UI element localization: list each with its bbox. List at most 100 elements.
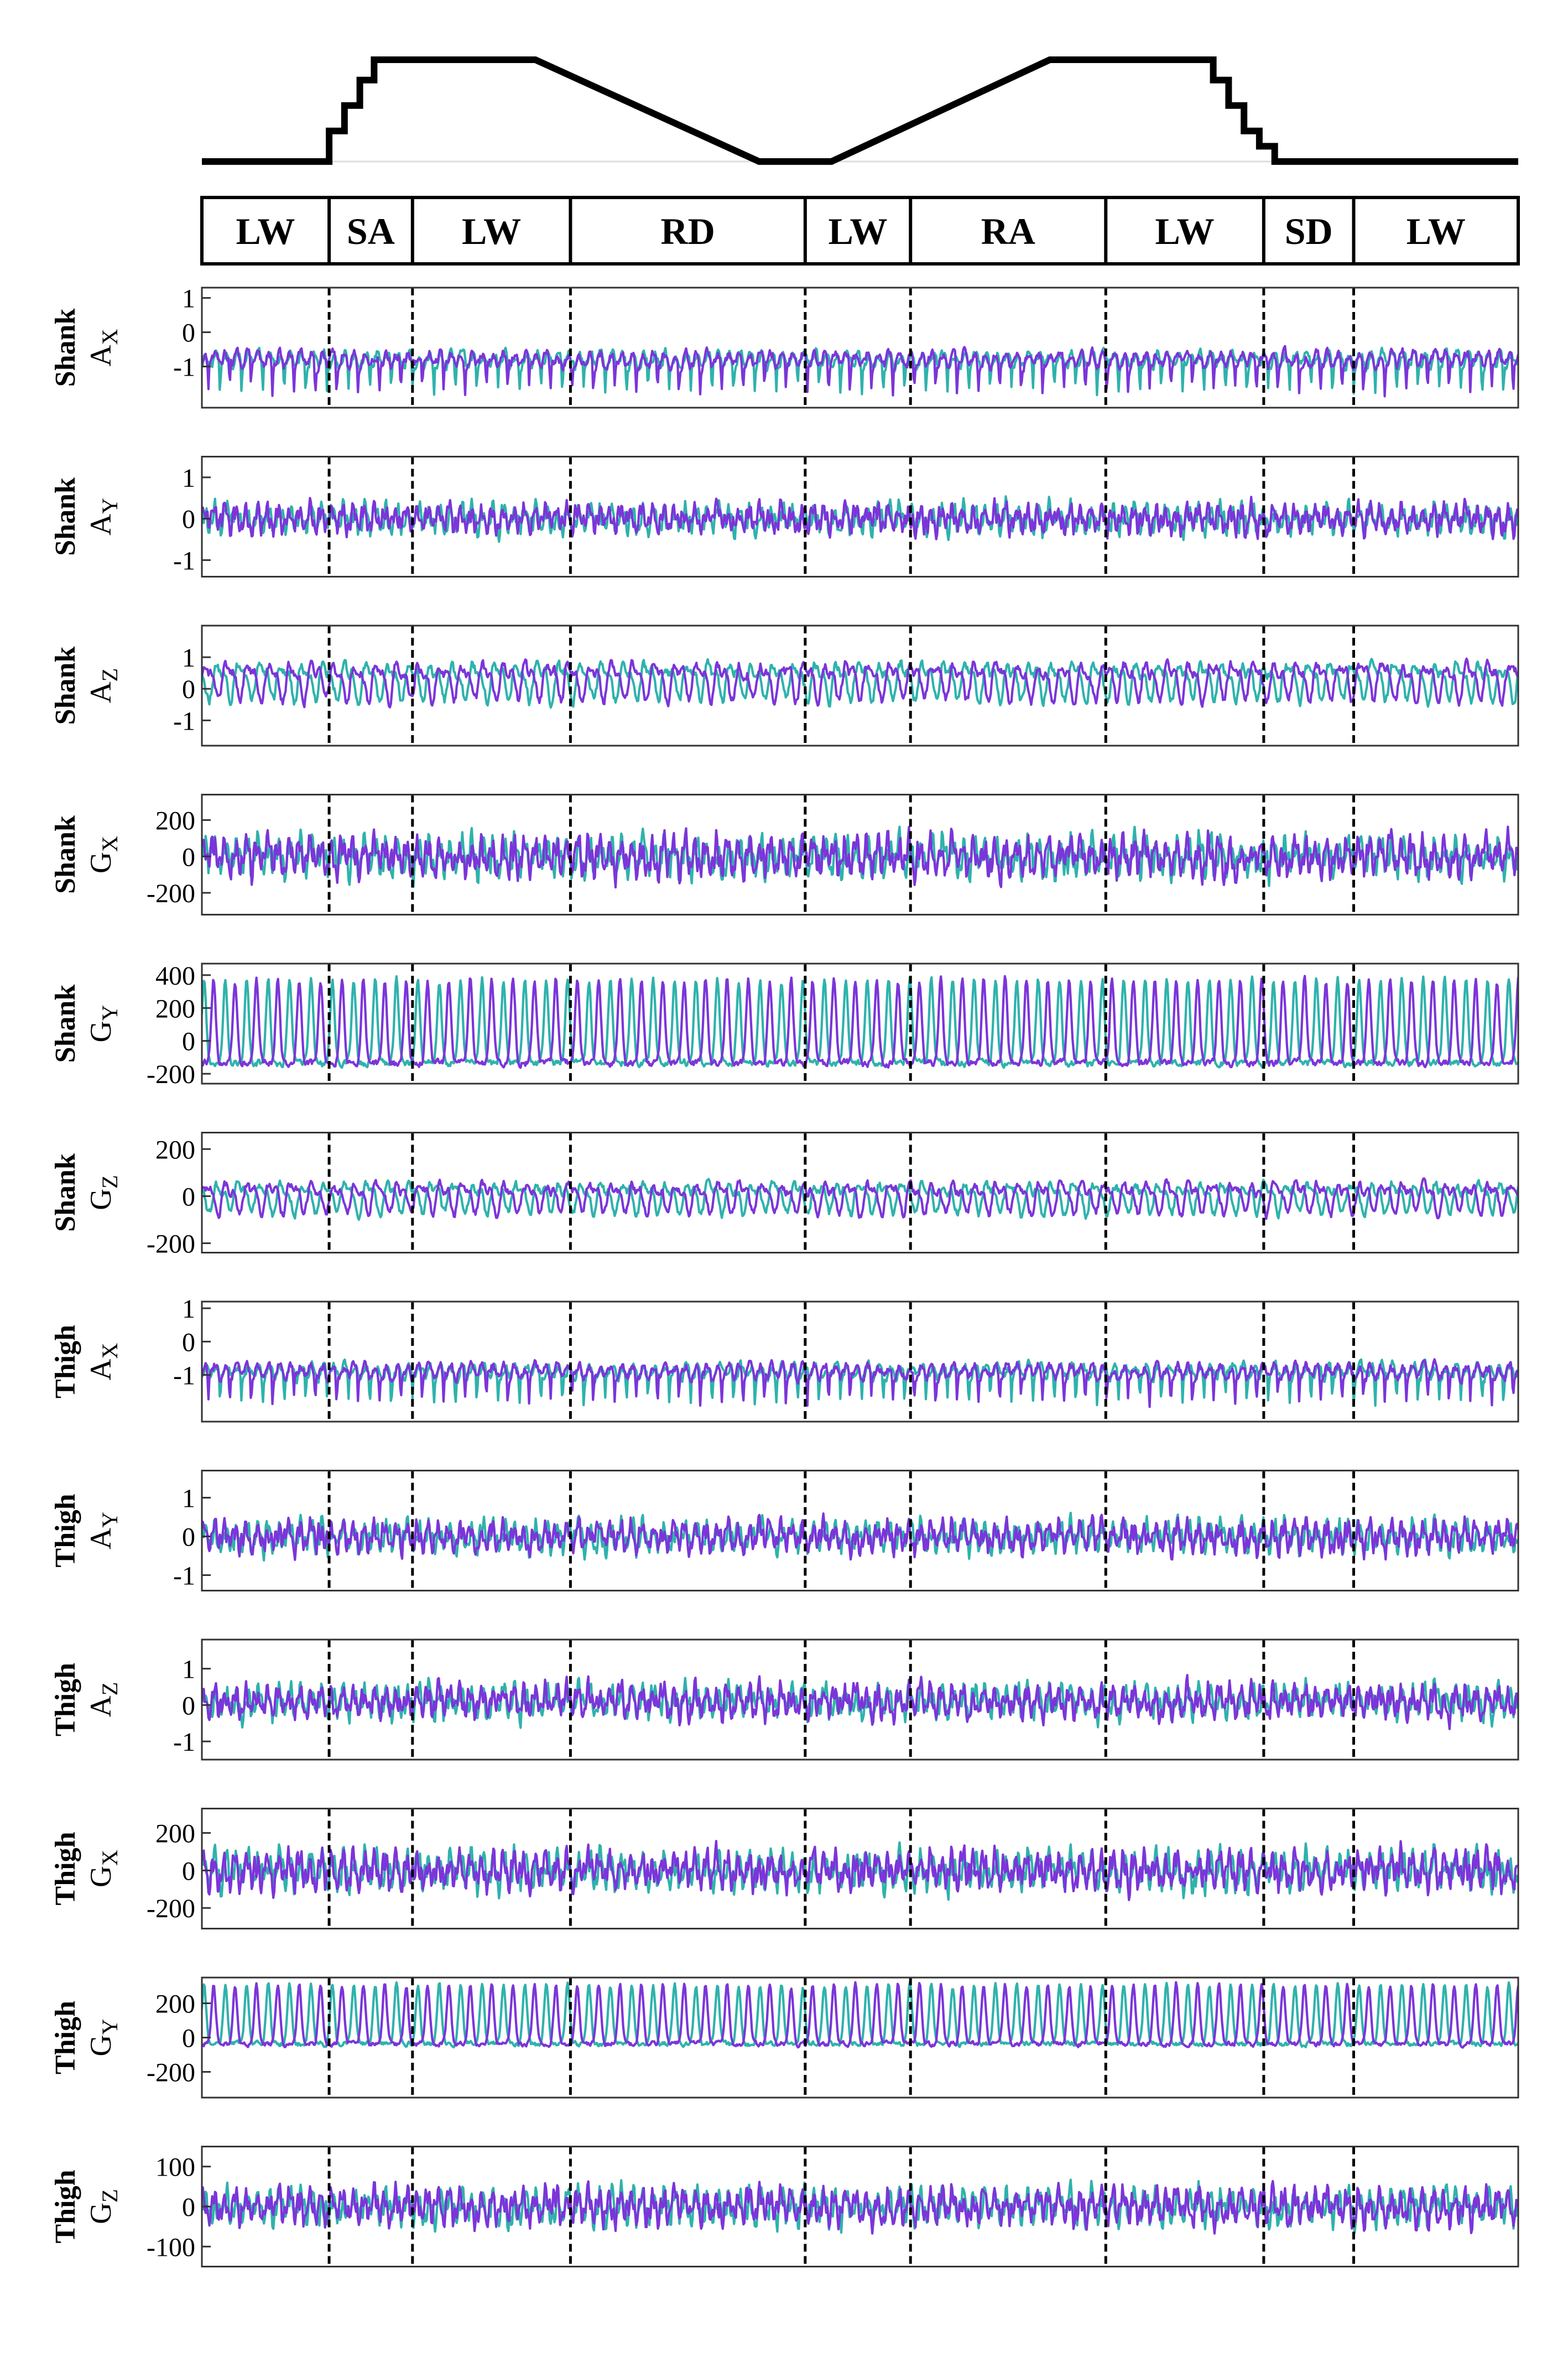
activity-label: LW	[462, 210, 521, 252]
panel-sensor-label: Thigh	[50, 2169, 81, 2243]
panel-channel-label: AY	[84, 498, 122, 535]
y-tick-label: 400	[155, 961, 195, 991]
y-tick-label: -200	[147, 2058, 195, 2088]
activity-segment-lw: LW	[410, 197, 521, 264]
activity-label: RA	[981, 210, 1035, 252]
y-tick-label: 200	[155, 1990, 195, 2019]
y-tick-label: 0	[182, 1027, 195, 1057]
panel-sensor-label: Shank	[50, 647, 81, 725]
series-line-left	[202, 657, 1518, 709]
panel-frame	[201, 1132, 1519, 1253]
y-tick-label: 1	[182, 1294, 195, 1324]
y-tick-label: 0	[182, 1182, 195, 1211]
y-tick-label: 200	[155, 994, 195, 1023]
panel-channel-label: AX	[84, 1343, 122, 1380]
panel-shank-gz: 200 0 -200 Shank GZ	[50, 1132, 1519, 1259]
channel-axis: X	[97, 836, 122, 852]
panel-series	[202, 1177, 1518, 1221]
activity-label: LW	[828, 210, 887, 252]
panel-thigh-az: 1 0 -1 Thigh AZ	[50, 1638, 1519, 1761]
panel-frame	[201, 1638, 1519, 1761]
series-line-left	[202, 1358, 1518, 1408]
panel-channel-label: GZ	[84, 2189, 122, 2224]
y-tick-label: 1	[182, 464, 195, 493]
panel-sensor-label: Thigh	[50, 2001, 81, 2074]
channel-axis: Y	[97, 1005, 122, 1021]
y-tick-label: -1	[173, 706, 195, 736]
activity-segment-lw: LW	[803, 197, 888, 264]
panel-frame	[201, 1470, 1519, 1591]
panel-sensor-label: Thigh	[50, 1663, 81, 1736]
activity-segment-ra: RA	[909, 197, 1035, 264]
y-tick-label: -1	[173, 353, 195, 382]
channel-axis: Y	[97, 498, 122, 514]
panel-series	[202, 1358, 1518, 1408]
y-tick-label: 0	[182, 675, 195, 704]
panel-series	[202, 2178, 1518, 2235]
y-tick-label: -100	[147, 2233, 195, 2262]
panel-channel-label: GY	[84, 2019, 122, 2057]
panel-frame	[201, 1808, 1519, 1929]
series-line-right	[202, 975, 1518, 1069]
channel-letter: G	[84, 1021, 117, 1042]
panel-thigh-ay: 1 0 -1 Thigh AY	[50, 1470, 1519, 1591]
panel-series	[202, 345, 1518, 398]
series-line-right	[202, 1980, 1518, 2049]
panel-series	[202, 495, 1518, 543]
series-line-left	[202, 1177, 1518, 1220]
activity-segment-rd: RD	[569, 197, 715, 264]
series-line-left	[202, 1981, 1518, 2049]
y-tick-label: -200	[147, 1894, 195, 1923]
series-line-right	[202, 1178, 1518, 1221]
channel-letter: G	[84, 852, 117, 873]
panel-sensor-label: Thigh	[50, 1832, 81, 1905]
channel-letter: A	[84, 681, 117, 703]
series-line-left	[202, 2179, 1518, 2235]
panel-series	[202, 657, 1518, 709]
panel-channel-label: AZ	[84, 668, 122, 703]
channel-letter: A	[84, 345, 117, 366]
panel-sensor-label: Shank	[50, 477, 81, 556]
channel-letter: A	[84, 1695, 117, 1717]
activity-segment-lw: LW	[236, 210, 295, 252]
panel-shank-gy: 400 200 0 -200 Shank GY	[50, 961, 1519, 1089]
y-tick-label: -1	[173, 1361, 195, 1391]
activity-segment-sd: SD	[1262, 197, 1333, 264]
panel-sensor-label: Thigh	[50, 1325, 81, 1398]
activity-segment-lw: LW	[1104, 197, 1215, 264]
y-tick-label: 1	[182, 1655, 195, 1684]
series-line-left	[202, 825, 1518, 889]
channel-letter: A	[84, 514, 117, 535]
y-tick-label: 0	[182, 2193, 195, 2222]
panel-frame	[201, 625, 1519, 747]
panel-channel-label: AZ	[84, 1682, 122, 1717]
activity-label: SA	[347, 210, 395, 252]
y-tick-label: -200	[147, 1230, 195, 1259]
panel-sensor-label: Thigh	[50, 1494, 81, 1567]
y-tick-label: -1	[173, 1728, 195, 1757]
channel-letter: G	[84, 2035, 117, 2056]
panel-sensor-label: Shank	[50, 1153, 81, 1232]
panel-channel-label: GX	[84, 1850, 122, 1887]
panel-sensor-label: Shank	[50, 815, 81, 894]
series-line-left	[202, 975, 1518, 1069]
y-tick-label: 200	[155, 1135, 195, 1164]
y-tick-label: 200	[155, 1819, 195, 1849]
activity-label: LW	[236, 210, 295, 252]
channel-letter: G	[84, 1189, 117, 1210]
y-tick-label: 0	[182, 1691, 195, 1720]
channel-letter: A	[84, 1528, 117, 1549]
channel-letter: G	[84, 1866, 117, 1887]
panel-series	[202, 975, 1518, 1069]
series-line-left	[202, 1840, 1518, 1901]
panel-series	[202, 1980, 1518, 2049]
series-line-left	[202, 1512, 1518, 1561]
activity-label: LW	[1155, 210, 1215, 252]
panel-channel-label: GZ	[84, 1175, 122, 1210]
channel-axis: X	[97, 1343, 122, 1359]
y-tick-label: 0	[182, 1328, 195, 1357]
activity-segment-sa: SA	[327, 197, 395, 264]
panel-shank-ax: 1 0 -1 Shank AX	[50, 284, 1519, 409]
y-tick-label: -1	[173, 547, 195, 576]
